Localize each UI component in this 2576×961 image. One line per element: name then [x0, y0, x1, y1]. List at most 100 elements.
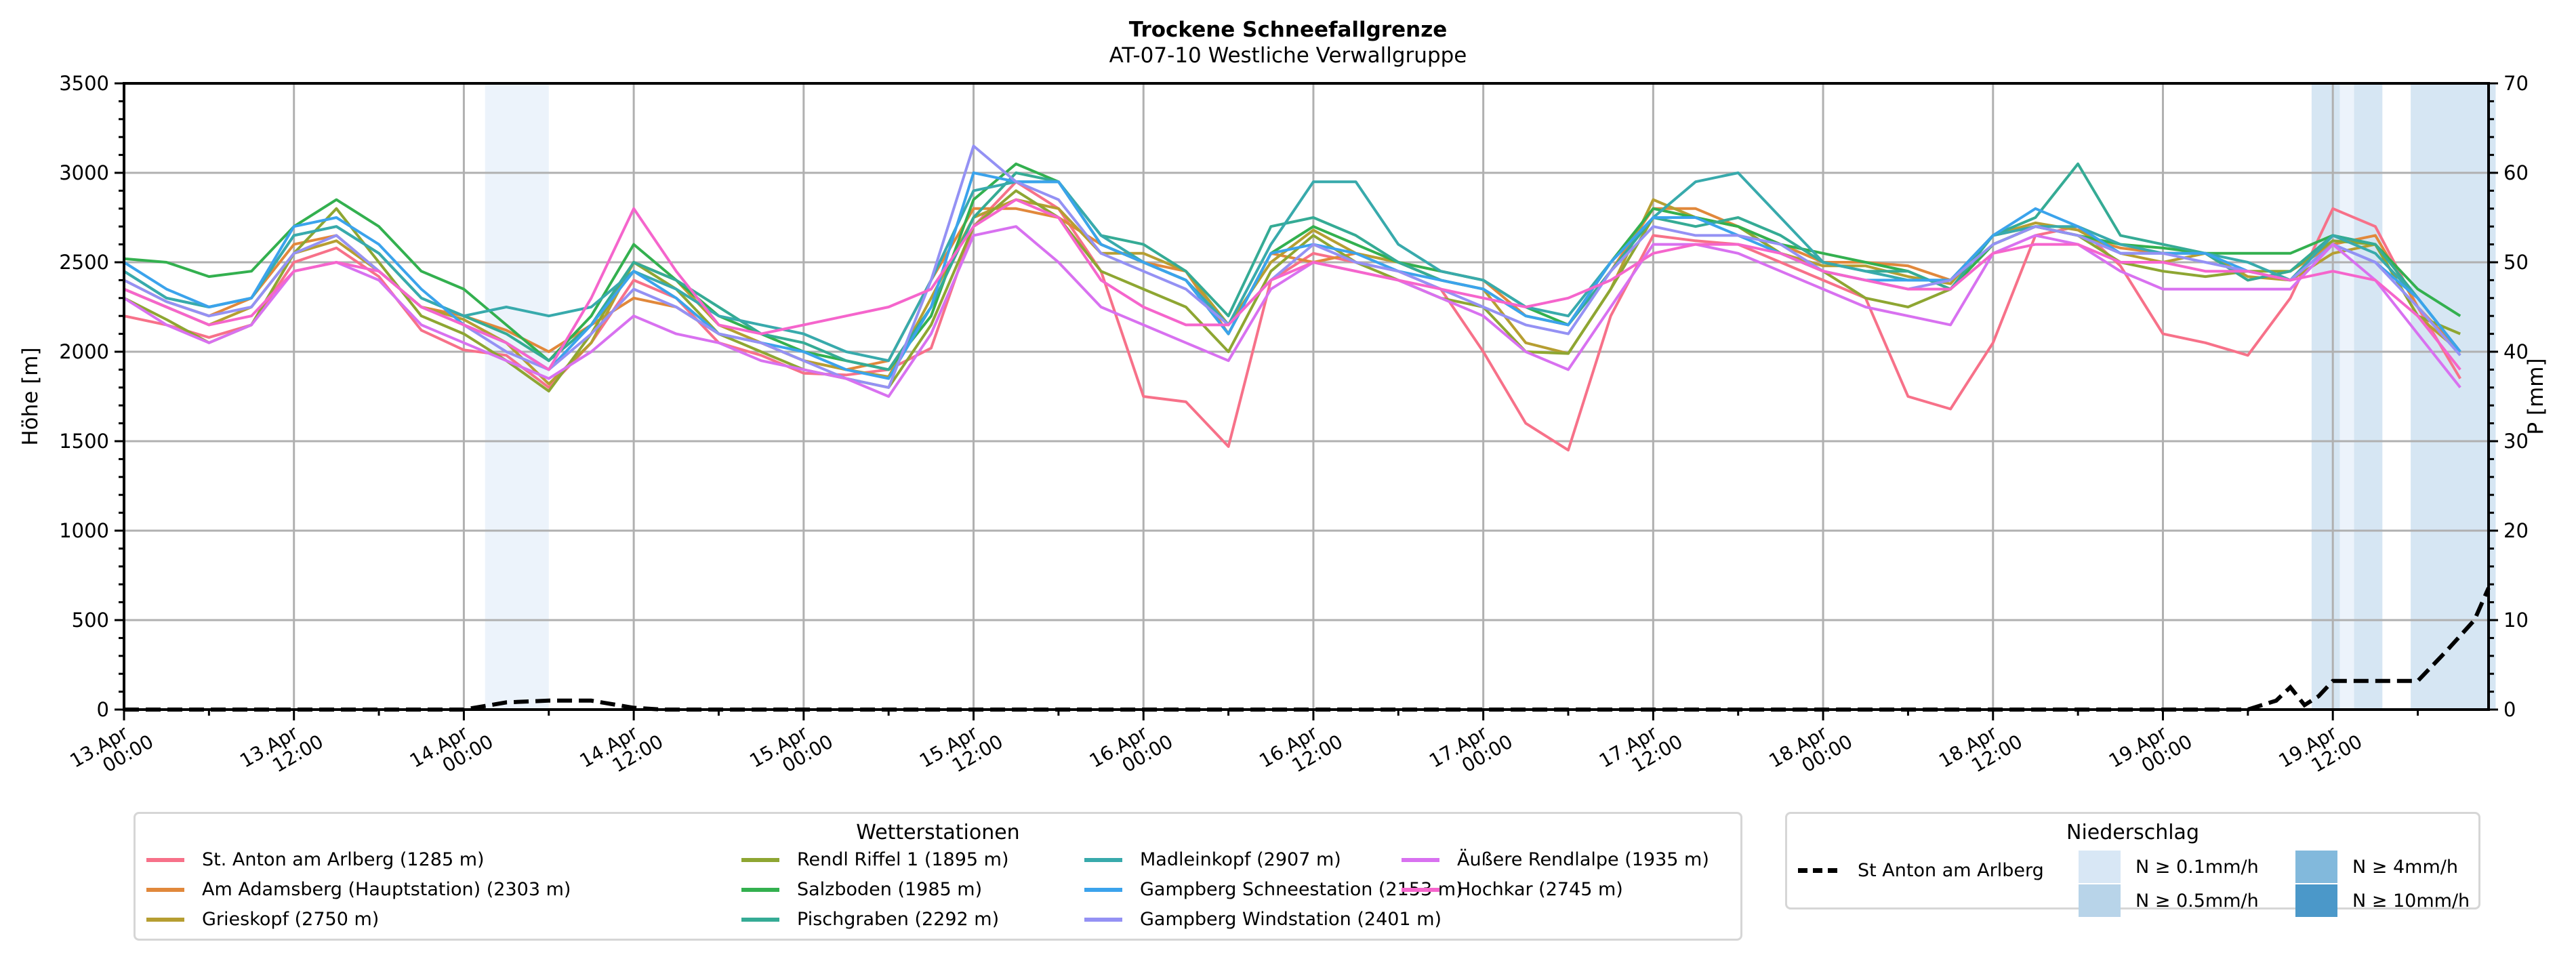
y-axis-label: Höhe [m] [18, 347, 43, 445]
series-line-6 [123, 171, 2461, 363]
y-tick-label: 500 [72, 609, 109, 632]
x-tick-label: 18.Apr00:00 [1765, 712, 1857, 790]
series-line-5 [123, 162, 2461, 371]
x-tick-label: 19.Apr00:00 [2105, 712, 2196, 790]
line-swatch [1084, 857, 1122, 862]
line-swatch [146, 917, 184, 922]
precip-legend: Niederschlag St Anton am Arlberg N ≥ 0.1… [1785, 812, 2480, 917]
legend-item-precip-line: St Anton am Arlberg [1798, 860, 2044, 881]
legend-label: N ≥ 0.1mm/h [2135, 856, 2259, 878]
series-lines [123, 144, 2461, 452]
stations-legend: Wetterstationen St. Anton am Arlberg (12… [134, 812, 1742, 941]
x-tick-label: 19.Apr12:00 [2275, 712, 2367, 790]
color-swatch [2295, 851, 2337, 883]
y2-axis-label: P [mm] [2524, 358, 2548, 434]
series-line-9 [123, 225, 2461, 398]
legend-label: Gampberg Windstation (2401 m) [1140, 909, 1442, 930]
grid-lines [124, 83, 2489, 710]
precip-line [124, 587, 2491, 712]
x-tick-label: 14.Apr12:00 [576, 712, 668, 790]
y2-tick-label: 60 [2503, 161, 2529, 184]
legend-item-station: St. Anton am Arlberg (1285 m) [146, 849, 485, 870]
x-tick-label: 16.Apr00:00 [1086, 712, 1177, 790]
snowline-chart: 0 500 1000 1500 2000 2500 3000 3500 0 10 20 30 40 50 6… [18, 72, 2548, 790]
x-tick-label: 16.Apr12:00 [1255, 712, 1347, 790]
legend-item-station: Am Adamsberg (Hauptstation) (2303 m) [146, 879, 571, 900]
x-tick-label: 17.Apr12:00 [1595, 712, 1687, 790]
legend-item-precip-level: N ≥ 0.5mm/h [2079, 884, 2259, 917]
legend-label: Grieskopf (2750 m) [202, 909, 380, 930]
legend-item-station: Grieskopf (2750 m) [146, 909, 379, 930]
precip-band [2339, 83, 2354, 710]
legend-item-precip-level: N ≥ 0.1mm/h [2079, 851, 2259, 883]
precip-cumulative-line [124, 587, 2491, 712]
legend-label: Äußere Rendlalpe (1935 m) [1457, 849, 1709, 870]
precip-legend-title: Niederschlag [2066, 821, 2199, 844]
x-tick-label: 13.Apr12:00 [236, 712, 327, 790]
y2-tick-label: 70 [2503, 72, 2529, 95]
x-tick-label: 14.Apr00:00 [406, 712, 497, 790]
line-swatch [1084, 887, 1122, 892]
legend-label: Salzboden (1985 m) [797, 879, 983, 900]
legend-label: Rendl Riffel 1 (1895 m) [797, 849, 1009, 870]
precip-band [2354, 83, 2383, 710]
y-tick-label: 1500 [59, 430, 109, 453]
y2-tick-label: 30 [2503, 430, 2529, 453]
line-swatch [741, 887, 779, 892]
color-swatch [2079, 884, 2121, 917]
precip-bands [485, 83, 2496, 710]
legend-item-station: Rendl Riffel 1 (1895 m) [741, 849, 1008, 870]
series-line-8 [123, 144, 2461, 389]
line-swatch [741, 857, 779, 862]
line-swatch [741, 917, 779, 922]
color-swatch [2295, 884, 2337, 917]
legend-item-precip-level: N ≥ 4mm/h [2295, 851, 2458, 883]
x-tick-label: 18.Apr12:00 [1935, 712, 2026, 790]
y2-tick-label: 0 [2503, 698, 2516, 721]
y-tick-label: 3000 [59, 161, 109, 184]
color-swatch [2079, 851, 2121, 883]
y2-tick-label: 10 [2503, 609, 2529, 632]
legend-item-station: Pischgraben (2292 m) [741, 909, 999, 930]
x-tick-label: 17.Apr00:00 [1425, 712, 1517, 790]
y2-tick-label: 40 [2503, 340, 2529, 363]
series-line-10 [123, 198, 2461, 371]
legend-label: Pischgraben (2292 m) [797, 909, 1000, 930]
legend-item-station: Hochkar (2745 m) [1402, 879, 1623, 900]
legend-label: St Anton am Arlberg [1858, 860, 2044, 881]
plot-frame [123, 82, 2490, 711]
line-swatch [146, 887, 184, 892]
axes: 0 500 1000 1500 2000 2500 3000 3500 0 10 20 30 40 50 6… [59, 72, 2529, 790]
series-line-2 [123, 198, 2461, 386]
y-tick-label: 3500 [59, 72, 109, 95]
legend-label: Am Adamsberg (Hauptstation) (2303 m) [202, 879, 571, 900]
dashed-line-swatch [1798, 868, 1837, 873]
legend-label: Hochkar (2745 m) [1457, 879, 1623, 900]
series-line-1 [123, 207, 2461, 371]
line-swatch [1084, 917, 1122, 922]
legend-item-station: Äußere Rendlalpe (1935 m) [1402, 849, 1709, 870]
y-tick-label: 1000 [59, 519, 109, 542]
line-swatch [146, 857, 184, 862]
line-swatch [1402, 887, 1439, 892]
x-tick-label: 15.Apr00:00 [745, 712, 837, 790]
precip-band [2411, 83, 2496, 710]
legend-label: St. Anton am Arlberg (1285 m) [202, 849, 485, 870]
legend-label: N ≥ 10mm/h [2352, 890, 2470, 912]
precip-band [2311, 83, 2340, 710]
legend-item-station: Gampberg Windstation (2401 m) [1084, 909, 1442, 930]
y-tick-label: 0 [97, 698, 109, 721]
legend-label: Madleinkopf (2907 m) [1140, 849, 1341, 870]
x-tick-label: 13.Apr00:00 [66, 712, 157, 790]
y-tick-label: 2000 [59, 340, 109, 363]
legend-label: N ≥ 4mm/h [2352, 856, 2458, 878]
legend-label: N ≥ 0.5mm/h [2135, 890, 2259, 912]
x-tick-label: 15.Apr12:00 [916, 712, 1007, 790]
legend-item-station: Salzboden (1985 m) [741, 879, 982, 900]
legend-item-precip-level: N ≥ 10mm/h [2295, 884, 2470, 917]
line-swatch [1402, 857, 1439, 862]
chart-subtitle: AT-07-10 Westliche Verwallgruppe [1109, 43, 1467, 68]
y2-tick-label: 20 [2503, 519, 2529, 542]
precip-band [485, 83, 549, 710]
chart-title: Trockene Schneefallgrenze [1128, 18, 1448, 42]
